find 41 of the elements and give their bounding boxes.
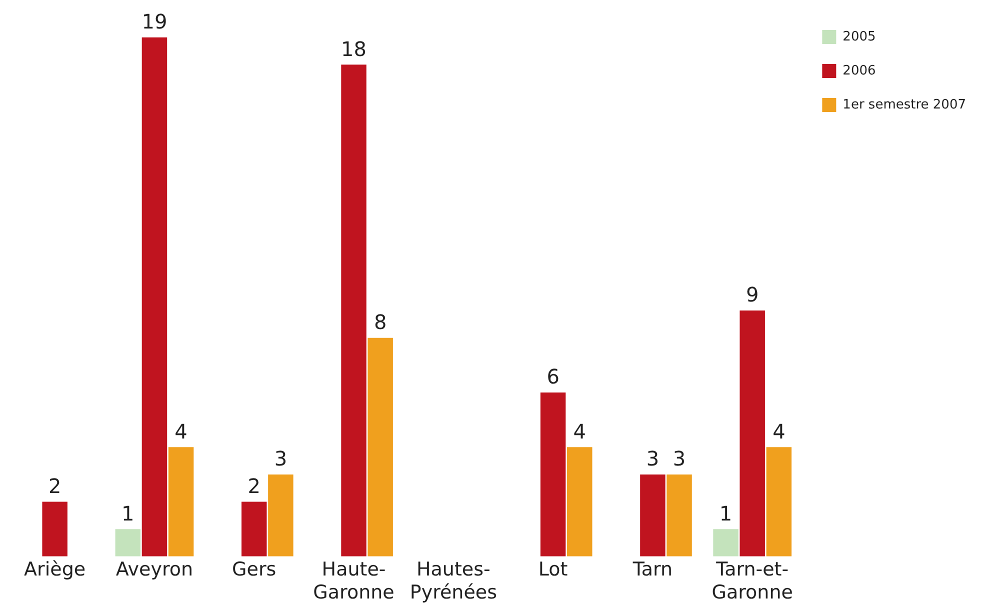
x-tick-label: Tarn xyxy=(632,558,673,581)
data-label: 3 xyxy=(274,446,288,471)
legend-label: 2006 xyxy=(842,63,876,78)
data-label: 1 xyxy=(122,501,134,526)
data-label: 3 xyxy=(672,446,686,471)
data-label: 6 xyxy=(546,364,560,389)
x-tick-label: Tarn-et-Garonne xyxy=(712,558,793,604)
data-label: 18 xyxy=(341,36,366,61)
bar xyxy=(115,529,141,556)
x-tick-label: Hautes-Pyrénées xyxy=(410,558,497,604)
bar xyxy=(368,338,393,556)
bar xyxy=(740,310,765,556)
bar xyxy=(42,502,68,556)
data-label: 9 xyxy=(746,282,759,307)
x-tick-label: Haute-Garonne xyxy=(313,558,394,604)
bar xyxy=(666,474,692,556)
data-label: 2 xyxy=(248,474,260,498)
data-label: 8 xyxy=(374,310,387,334)
data-label: 4 xyxy=(174,419,188,444)
x-tick-label: Aveyron xyxy=(116,558,194,581)
bar xyxy=(567,447,592,556)
x-tick-label: Gers xyxy=(232,558,276,581)
data-label: 3 xyxy=(646,446,660,471)
legend-label: 2005 xyxy=(842,29,876,44)
bar xyxy=(241,502,267,556)
bar xyxy=(766,447,792,556)
bar xyxy=(268,474,294,556)
data-label: 1 xyxy=(719,501,732,526)
legend-label: 1er semestre 2007 xyxy=(842,97,966,112)
x-tick-label: Lot xyxy=(538,558,568,581)
bar xyxy=(640,474,666,556)
bar xyxy=(540,392,566,556)
bar xyxy=(713,529,738,556)
data-label: 4 xyxy=(772,419,786,444)
data-label: 19 xyxy=(142,10,168,34)
data-label: 4 xyxy=(573,419,586,444)
bar xyxy=(341,64,366,556)
bar xyxy=(168,447,194,556)
bar xyxy=(142,37,168,556)
x-tick-label: Ariège xyxy=(24,558,86,581)
data-label: 2 xyxy=(48,474,62,498)
